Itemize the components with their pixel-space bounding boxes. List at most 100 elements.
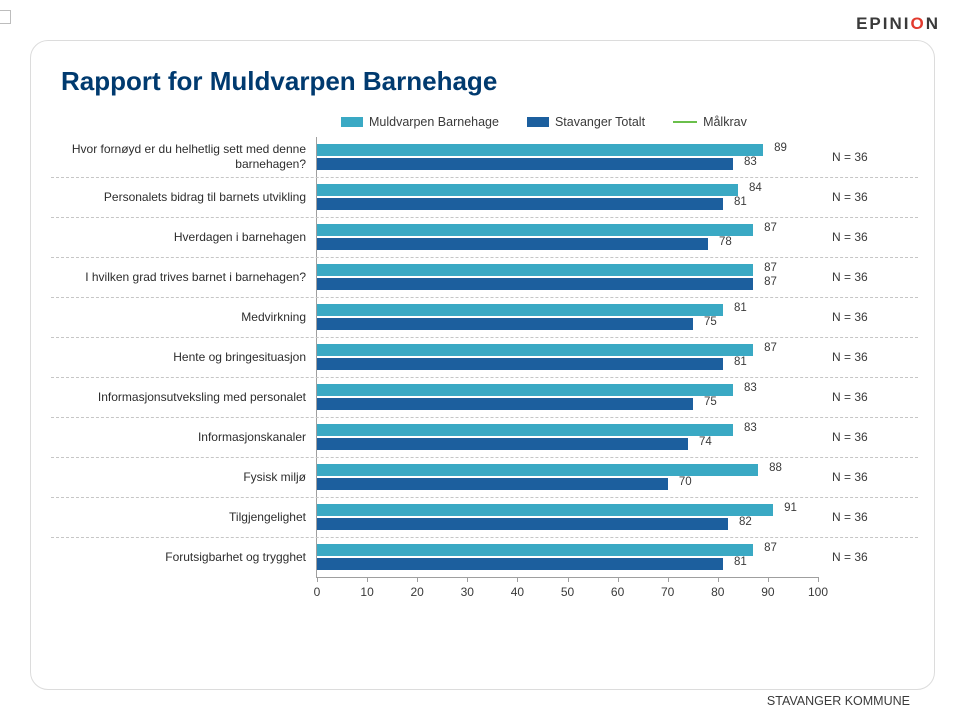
- legend-item-series1: Stavanger Totalt: [527, 115, 645, 129]
- bar-series0: 87: [317, 224, 753, 236]
- x-tick-label: 10: [360, 585, 373, 599]
- legend-label: Målkrav: [703, 115, 747, 129]
- category-label: Forutsigbarhet og trygghet: [61, 537, 306, 577]
- bar-value-label: 83: [744, 422, 757, 434]
- category-label: Hverdagen i barnehagen: [61, 217, 306, 257]
- n-label: N = 36: [832, 497, 904, 537]
- n-label: N = 36: [832, 297, 904, 337]
- legend-swatch-target: [673, 121, 697, 123]
- legend-item-series0: Muldvarpen Barnehage: [341, 115, 499, 129]
- category-label: Fysisk miljø: [61, 457, 306, 497]
- bar-series0: 83: [317, 384, 733, 396]
- bar-value-label: 74: [699, 436, 712, 448]
- bar-series1: 82: [317, 518, 728, 530]
- bar-value-label: 70: [679, 476, 692, 488]
- category-label: Tilgjengelighet: [61, 497, 306, 537]
- row-divider: [51, 257, 918, 258]
- x-tick: [768, 577, 769, 582]
- n-annotations: N = 36N = 36N = 36N = 36N = 36N = 36N = …: [818, 137, 904, 578]
- x-tick: [568, 577, 569, 582]
- x-tick-label: 100: [808, 585, 828, 599]
- bar-series1: 74: [317, 438, 688, 450]
- logo-text-post: N: [926, 14, 940, 33]
- bar-value-label: 87: [764, 262, 777, 274]
- bar-value-label: 81: [734, 196, 747, 208]
- bar-series0: 88: [317, 464, 758, 476]
- category-label: Hvor fornøyd er du helhetlig sett med de…: [61, 137, 306, 177]
- chart-row: 9182: [317, 497, 818, 537]
- row-divider: [51, 337, 918, 338]
- bar-series0: 87: [317, 544, 753, 556]
- n-label: N = 36: [832, 377, 904, 417]
- x-tick: [818, 577, 819, 582]
- category-labels: Hvor fornøyd er du helhetlig sett med de…: [61, 137, 316, 578]
- x-tick: [517, 577, 518, 582]
- bar-value-label: 75: [704, 316, 717, 328]
- legend-item-target: Målkrav: [673, 115, 747, 129]
- chart-row: 8374: [317, 417, 818, 457]
- plot-area: 0102030405060708090100898384818778878781…: [316, 137, 818, 578]
- bar-value-label: 83: [744, 156, 757, 168]
- n-label: N = 36: [832, 257, 904, 297]
- bar-value-label: 87: [764, 222, 777, 234]
- chart-row: 8481: [317, 177, 818, 217]
- x-tick-label: 70: [661, 585, 674, 599]
- bar-value-label: 81: [734, 556, 747, 568]
- chart-row: 8781: [317, 537, 818, 577]
- row-divider: [51, 297, 918, 298]
- logo-text: EPINI: [856, 14, 910, 33]
- chart-row: 8778: [317, 217, 818, 257]
- x-tick-label: 50: [561, 585, 574, 599]
- chart-row: 8781: [317, 337, 818, 377]
- row-divider: [51, 217, 918, 218]
- bar-value-label: 87: [764, 342, 777, 354]
- brand-logo: EPINION: [856, 14, 940, 34]
- bar-value-label: 87: [764, 276, 777, 288]
- chart-row: 8175: [317, 297, 818, 337]
- bar-value-label: 83: [744, 382, 757, 394]
- bar-value-label: 81: [734, 356, 747, 368]
- chart-row: 8870: [317, 457, 818, 497]
- content-frame: Rapport for Muldvarpen Barnehage Muldvar…: [30, 40, 935, 690]
- category-label: I hvilken grad trives barnet i barnehage…: [61, 257, 306, 297]
- legend-swatch-series0: [341, 117, 363, 127]
- x-tick: [618, 577, 619, 582]
- x-tick-label: 30: [461, 585, 474, 599]
- bar-series1: 81: [317, 358, 723, 370]
- bar-series1: 81: [317, 198, 723, 210]
- x-tick: [668, 577, 669, 582]
- bar-value-label: 89: [774, 142, 787, 154]
- n-label: N = 36: [832, 457, 904, 497]
- n-label: N = 36: [832, 177, 904, 217]
- bar-series0: 81: [317, 304, 723, 316]
- row-divider: [51, 537, 918, 538]
- n-label: N = 36: [832, 337, 904, 377]
- x-tick: [467, 577, 468, 582]
- chart-legend: Muldvarpen Barnehage Stavanger Totalt Må…: [341, 115, 904, 129]
- row-divider: [51, 497, 918, 498]
- row-divider: [51, 177, 918, 178]
- bar-value-label: 75: [704, 396, 717, 408]
- category-label: Medvirkning: [61, 297, 306, 337]
- x-tick: [317, 577, 318, 582]
- bar-series1: 87: [317, 278, 753, 290]
- x-tick-label: 80: [711, 585, 724, 599]
- bar-series1: 83: [317, 158, 733, 170]
- bar-series1: 81: [317, 558, 723, 570]
- bar-series0: 87: [317, 264, 753, 276]
- x-tick-label: 90: [761, 585, 774, 599]
- bar-series0: 87: [317, 344, 753, 356]
- legend-swatch-series1: [527, 117, 549, 127]
- n-label: N = 36: [832, 537, 904, 577]
- n-label: N = 36: [832, 217, 904, 257]
- n-label: N = 36: [832, 137, 904, 177]
- bar-series0: 84: [317, 184, 738, 196]
- bar-value-label: 84: [749, 182, 762, 194]
- category-label: Informasjonsutveksling med personalet: [61, 377, 306, 417]
- bar-series0: 83: [317, 424, 733, 436]
- x-tick-label: 40: [511, 585, 524, 599]
- bar-value-label: 87: [764, 542, 777, 554]
- page-notch: [0, 10, 11, 24]
- logo-accent: O: [910, 14, 925, 33]
- row-divider: [51, 457, 918, 458]
